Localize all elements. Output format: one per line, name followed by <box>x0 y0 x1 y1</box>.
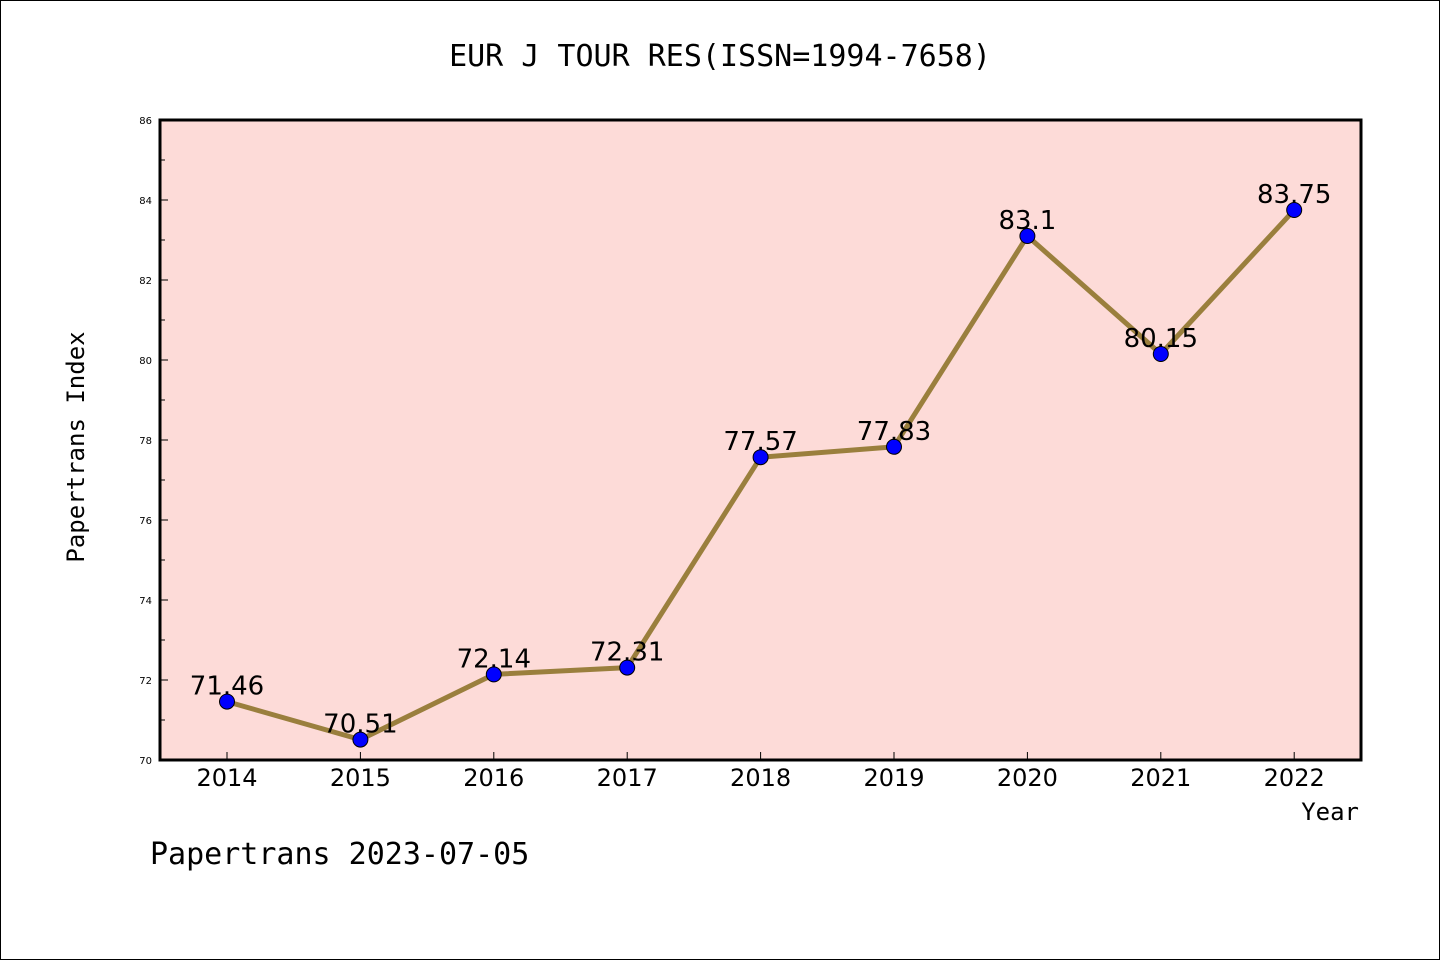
data-point-marker <box>352 731 369 748</box>
data-label-group: 71.46 70.51 72.14 72.31 77.57 77.83 83.1 80.15 8… <box>190 180 1332 740</box>
x-axis: 2014 2015 2016 2017 2018 2019 2020 2021 2022 <box>196 752 1325 792</box>
y-tick-label: 72 <box>139 676 152 687</box>
data-label: 77.83 <box>857 417 931 447</box>
data-label: 71.46 <box>190 672 264 702</box>
data-point-marker <box>1286 202 1303 218</box>
y-tick-label: 70 <box>139 756 152 767</box>
y-tick-label: 82 <box>139 276 152 287</box>
y-tick-label: 78 <box>139 436 152 447</box>
x-axis-label: Year <box>1301 798 1359 826</box>
data-label: 77.57 <box>723 427 797 457</box>
data-label: 83.1 <box>998 206 1056 236</box>
x-tick-label: 2020 <box>997 764 1058 792</box>
x-tick-label: 2021 <box>1130 764 1191 792</box>
y-tick-label: 80 <box>139 356 152 367</box>
data-label: 70.51 <box>323 710 397 740</box>
x-tick-label: 2017 <box>597 764 658 792</box>
y-axis: 70 72 74 76 78 80 82 84 86 <box>139 116 168 767</box>
data-label: 72.31 <box>590 638 664 668</box>
x-tick-label: 2018 <box>730 764 791 792</box>
x-tick-label: 2015 <box>330 764 391 792</box>
chart-title: EUR J TOUR RES(ISSN=1994-7658) <box>449 39 991 74</box>
x-tick-label: 2014 <box>196 764 257 792</box>
data-point-marker <box>886 438 902 455</box>
data-point-marker <box>219 693 235 710</box>
x-tick-label: 2019 <box>863 764 924 792</box>
y-tick-label: 76 <box>139 516 152 527</box>
x-tick-label: 2016 <box>463 764 524 792</box>
y-tick-label: 84 <box>139 196 152 207</box>
plot-area <box>158 118 1363 762</box>
data-point-marker <box>1019 228 1036 244</box>
data-point-marker <box>752 449 769 466</box>
data-label: 83.75 <box>1257 180 1331 210</box>
y-axis-label: Papertrans Index <box>62 331 90 562</box>
x-tick-label: 2022 <box>1264 764 1325 792</box>
data-label: 72.14 <box>457 644 531 674</box>
data-point-marker <box>1152 346 1169 362</box>
footer-text: Papertrans 2023-07-05 <box>150 837 529 872</box>
data-label: 80.15 <box>1124 324 1198 354</box>
y-tick-label: 86 <box>139 116 152 127</box>
marker-group <box>219 202 1303 748</box>
y-tick-label: 74 <box>139 596 152 607</box>
data-point-marker <box>619 659 636 676</box>
data-point-marker <box>485 666 502 683</box>
